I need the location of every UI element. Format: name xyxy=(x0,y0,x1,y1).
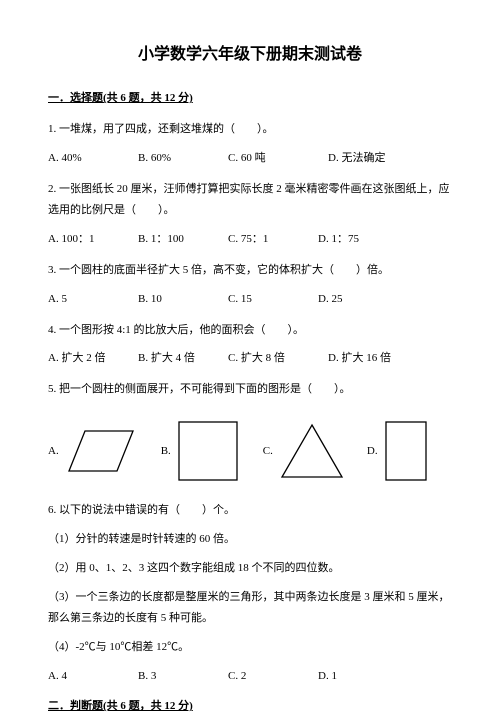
q5-label-d: D. xyxy=(367,441,378,462)
q6-s4: （4）-2℃与 10℃相差 12℃。 xyxy=(48,637,452,658)
q1-opt-b: B. 60% xyxy=(138,148,228,169)
q3-text: 3. 一个圆柱的底面半径扩大 5 倍，高不变，它的体积扩大（ ）倍。 xyxy=(48,260,452,281)
square-icon xyxy=(177,420,239,482)
q5-shapes: A. B. C. D. xyxy=(48,420,452,482)
q1-opt-a: A. 40% xyxy=(48,148,138,169)
q6-s3: （3）一个三条边的长度都是整厘米的三角形，其中两条边长度是 3 厘米和 5 厘米… xyxy=(48,587,452,629)
q4-opt-d: D. 扩大 16 倍 xyxy=(328,348,391,369)
q2-options: A. 100：1 B. 1：100 C. 75：1 D. 1：75 xyxy=(48,229,452,250)
q5-label-b: B. xyxy=(161,441,171,462)
q4-options: A. 扩大 2 倍 B. 扩大 4 倍 C. 扩大 8 倍 D. 扩大 16 倍 xyxy=(48,348,452,369)
q4-opt-c: C. 扩大 8 倍 xyxy=(228,348,328,369)
q4-opt-a: A. 扩大 2 倍 xyxy=(48,348,138,369)
q3-opt-a: A. 5 xyxy=(48,289,138,310)
q4-opt-b: B. 扩大 4 倍 xyxy=(138,348,228,369)
q6-opt-b: B. 3 xyxy=(138,666,228,687)
page-title: 小学数学六年级下册期末测试卷 xyxy=(48,40,452,70)
q1-opt-d: D. 无法确定 xyxy=(328,148,385,169)
q3-opt-c: C. 15 xyxy=(228,289,318,310)
parallelogram-icon xyxy=(65,427,137,475)
q2-opt-c: C. 75：1 xyxy=(228,229,318,250)
q1-opt-c: C. 60 吨 xyxy=(228,148,328,169)
rect-icon xyxy=(384,420,428,482)
triangle-icon xyxy=(279,422,345,480)
q5-label-a: A. xyxy=(48,441,59,462)
q2-opt-d: D. 1：75 xyxy=(318,229,359,250)
q3-options: A. 5 B. 10 C. 15 D. 25 xyxy=(48,289,452,310)
q6-opt-c: C. 2 xyxy=(228,666,318,687)
q2-opt-b: B. 1：100 xyxy=(138,229,228,250)
q5-text: 5. 把一个圆柱的侧面展开，不可能得到下面的图形是（ ）。 xyxy=(48,379,452,400)
q2-opt-a: A. 100：1 xyxy=(48,229,138,250)
q6-opt-a: A. 4 xyxy=(48,666,138,687)
section-1-header: 一．选择题(共 6 题，共 12 分) xyxy=(48,88,452,109)
section-2-header: 二．判断题(共 6 题，共 12 分) xyxy=(48,696,452,717)
q2-text: 2. 一张图纸长 20 厘米，汪师傅打算把实际长度 2 毫米精密零件画在这张图纸… xyxy=(48,179,452,221)
q6-opt-d: D. 1 xyxy=(318,666,337,687)
q4-text: 4. 一个图形按 4:1 的比放大后，他的面积会（ ）。 xyxy=(48,320,452,341)
q3-opt-b: B. 10 xyxy=(138,289,228,310)
q3-opt-d: D. 25 xyxy=(318,289,342,310)
q6-s2: （2）用 0、1、2、3 这四个数字能组成 18 个不同的四位数。 xyxy=(48,558,452,579)
q6-options: A. 4 B. 3 C. 2 D. 1 xyxy=(48,666,452,687)
q6-s1: （1）分针的转速是时针转速的 60 倍。 xyxy=(48,529,452,550)
q1-options: A. 40% B. 60% C. 60 吨 D. 无法确定 xyxy=(48,148,452,169)
q5-label-c: C. xyxy=(263,441,273,462)
q1-text: 1. 一堆煤，用了四成，还剩这堆煤的（ ）。 xyxy=(48,119,452,140)
q6-text: 6. 以下的说法中错误的有（ ）个。 xyxy=(48,500,452,521)
